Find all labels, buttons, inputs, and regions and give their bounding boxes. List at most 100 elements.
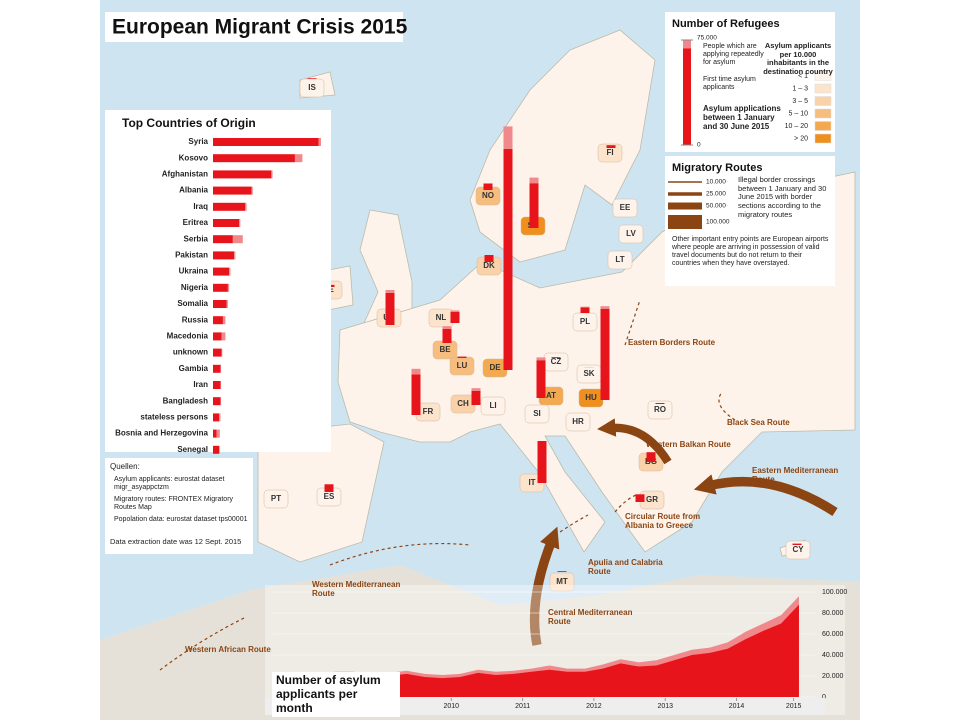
class-label: < 1 [798, 73, 808, 80]
country-label: LU [457, 361, 468, 370]
sources-item: Popolation data: eurostat dataset tps000… [114, 516, 248, 523]
bar-repeat [411, 368, 421, 375]
route [693, 474, 838, 516]
y-tick-label: 60.000 [822, 631, 844, 638]
origin-bar-first [213, 219, 240, 227]
origin-bar-first [213, 429, 217, 438]
sources-note: Data extraction date was 12 Sept. 2015 [110, 537, 242, 546]
country-shade [647, 400, 673, 420]
bar-repeat [442, 326, 452, 329]
bar-repeat [580, 306, 590, 308]
route [329, 542, 471, 566]
route [559, 514, 589, 533]
country-label: BE [439, 345, 451, 354]
class-swatch [814, 121, 832, 131]
bar-first [557, 571, 567, 572]
country-label: LT [615, 255, 624, 264]
origin-bar-first [213, 251, 235, 260]
country-shade [480, 396, 506, 416]
origin-bar-repeat [271, 170, 273, 179]
country-shade [785, 540, 811, 560]
origin-bar-repeat [222, 316, 226, 325]
sources-item: Asylum applicants: eurostat dataset migr… [114, 476, 225, 492]
origin-bar-repeat [318, 138, 321, 146]
origin-name: Iraq [193, 202, 208, 211]
bar-repeat [471, 388, 481, 391]
bar-first [324, 484, 334, 492]
bar-repeat [503, 126, 513, 149]
side-band [860, 0, 960, 720]
origin-name: Russia [182, 315, 209, 324]
country-label: FI [606, 148, 613, 157]
bar-first [529, 183, 539, 228]
origin-name: Macedonia [167, 332, 209, 341]
country-shade [618, 224, 644, 244]
origin-name: unknown [173, 348, 208, 357]
bar-first [471, 391, 481, 405]
origin-bar-repeat [219, 413, 221, 422]
origin-bar-first [213, 364, 221, 373]
area-series [281, 604, 799, 697]
land [469, 29, 656, 263]
sources-panel [105, 458, 253, 554]
class-swatch [814, 83, 832, 94]
country-label: ES [324, 492, 335, 501]
country-label: IS [308, 83, 316, 92]
origin-bar-repeat [220, 381, 222, 389]
bar-first [483, 183, 493, 190]
origin-name: Bangladesh [163, 396, 208, 405]
route-label: Eastern Mediterranean Route [752, 466, 839, 485]
route [159, 617, 245, 671]
bar-repeat [483, 183, 493, 184]
origin-bar-repeat [234, 251, 236, 260]
origin-name: Gambia [179, 364, 209, 373]
chart-title: Number of asylum applicants per month [272, 672, 400, 718]
x-tick-label: 2013 [657, 703, 673, 710]
x-tick-label: 2012 [586, 703, 602, 710]
origin-bar-first [213, 413, 220, 422]
legend-bar-first [683, 48, 691, 145]
x-tick-label: 2015 [786, 703, 802, 710]
route-label: Circular Route from Albania to Greece [625, 512, 701, 531]
country-shade [524, 404, 550, 424]
class-label: 10 – 20 [785, 123, 808, 130]
country-shade [549, 572, 575, 592]
origin-name: Bosnia and Herzegovina [115, 429, 208, 438]
class-label: 1 – 3 [792, 85, 808, 92]
origin-name: Eritrea [183, 218, 209, 227]
bar-first [307, 78, 317, 79]
legend-tick-label: 0 [697, 142, 701, 149]
country-label: SK [583, 369, 594, 378]
route [597, 418, 672, 465]
class-swatch [814, 108, 832, 119]
bar-repeat [529, 177, 539, 184]
origin-bar-first [213, 316, 223, 325]
origin-name: Afghanistan [162, 170, 208, 179]
origin-bar-first [213, 332, 222, 341]
sources-heading: Quellen: [110, 462, 140, 471]
bar-first [503, 148, 513, 370]
bar-first [580, 307, 590, 313]
bar-first [792, 543, 802, 545]
origin-bar-first [213, 138, 319, 146]
origin-name: Somalia [177, 299, 208, 308]
class-swatch [814, 96, 832, 106]
bar-repeat [536, 357, 546, 361]
bar-first [484, 255, 494, 262]
origin-name: Senegal [177, 445, 208, 454]
route-label: Eastern Borders Route [628, 338, 716, 347]
class-swatch [814, 133, 832, 144]
origin-bar-first [213, 348, 222, 357]
title: European Migrant Crisis 2015 [112, 16, 408, 39]
class-swatch [814, 71, 832, 81]
bar-first [646, 452, 656, 462]
origin-bar-first [213, 397, 221, 406]
country-label: RO [654, 405, 666, 414]
country-label: NO [482, 191, 494, 200]
x-tick-label: 2010 [444, 703, 460, 710]
origin-bar-repeat [227, 283, 230, 292]
country-label: FR [423, 407, 434, 416]
origin-bar-first [213, 170, 272, 179]
title-box [105, 12, 403, 42]
country-label: PL [580, 317, 590, 326]
